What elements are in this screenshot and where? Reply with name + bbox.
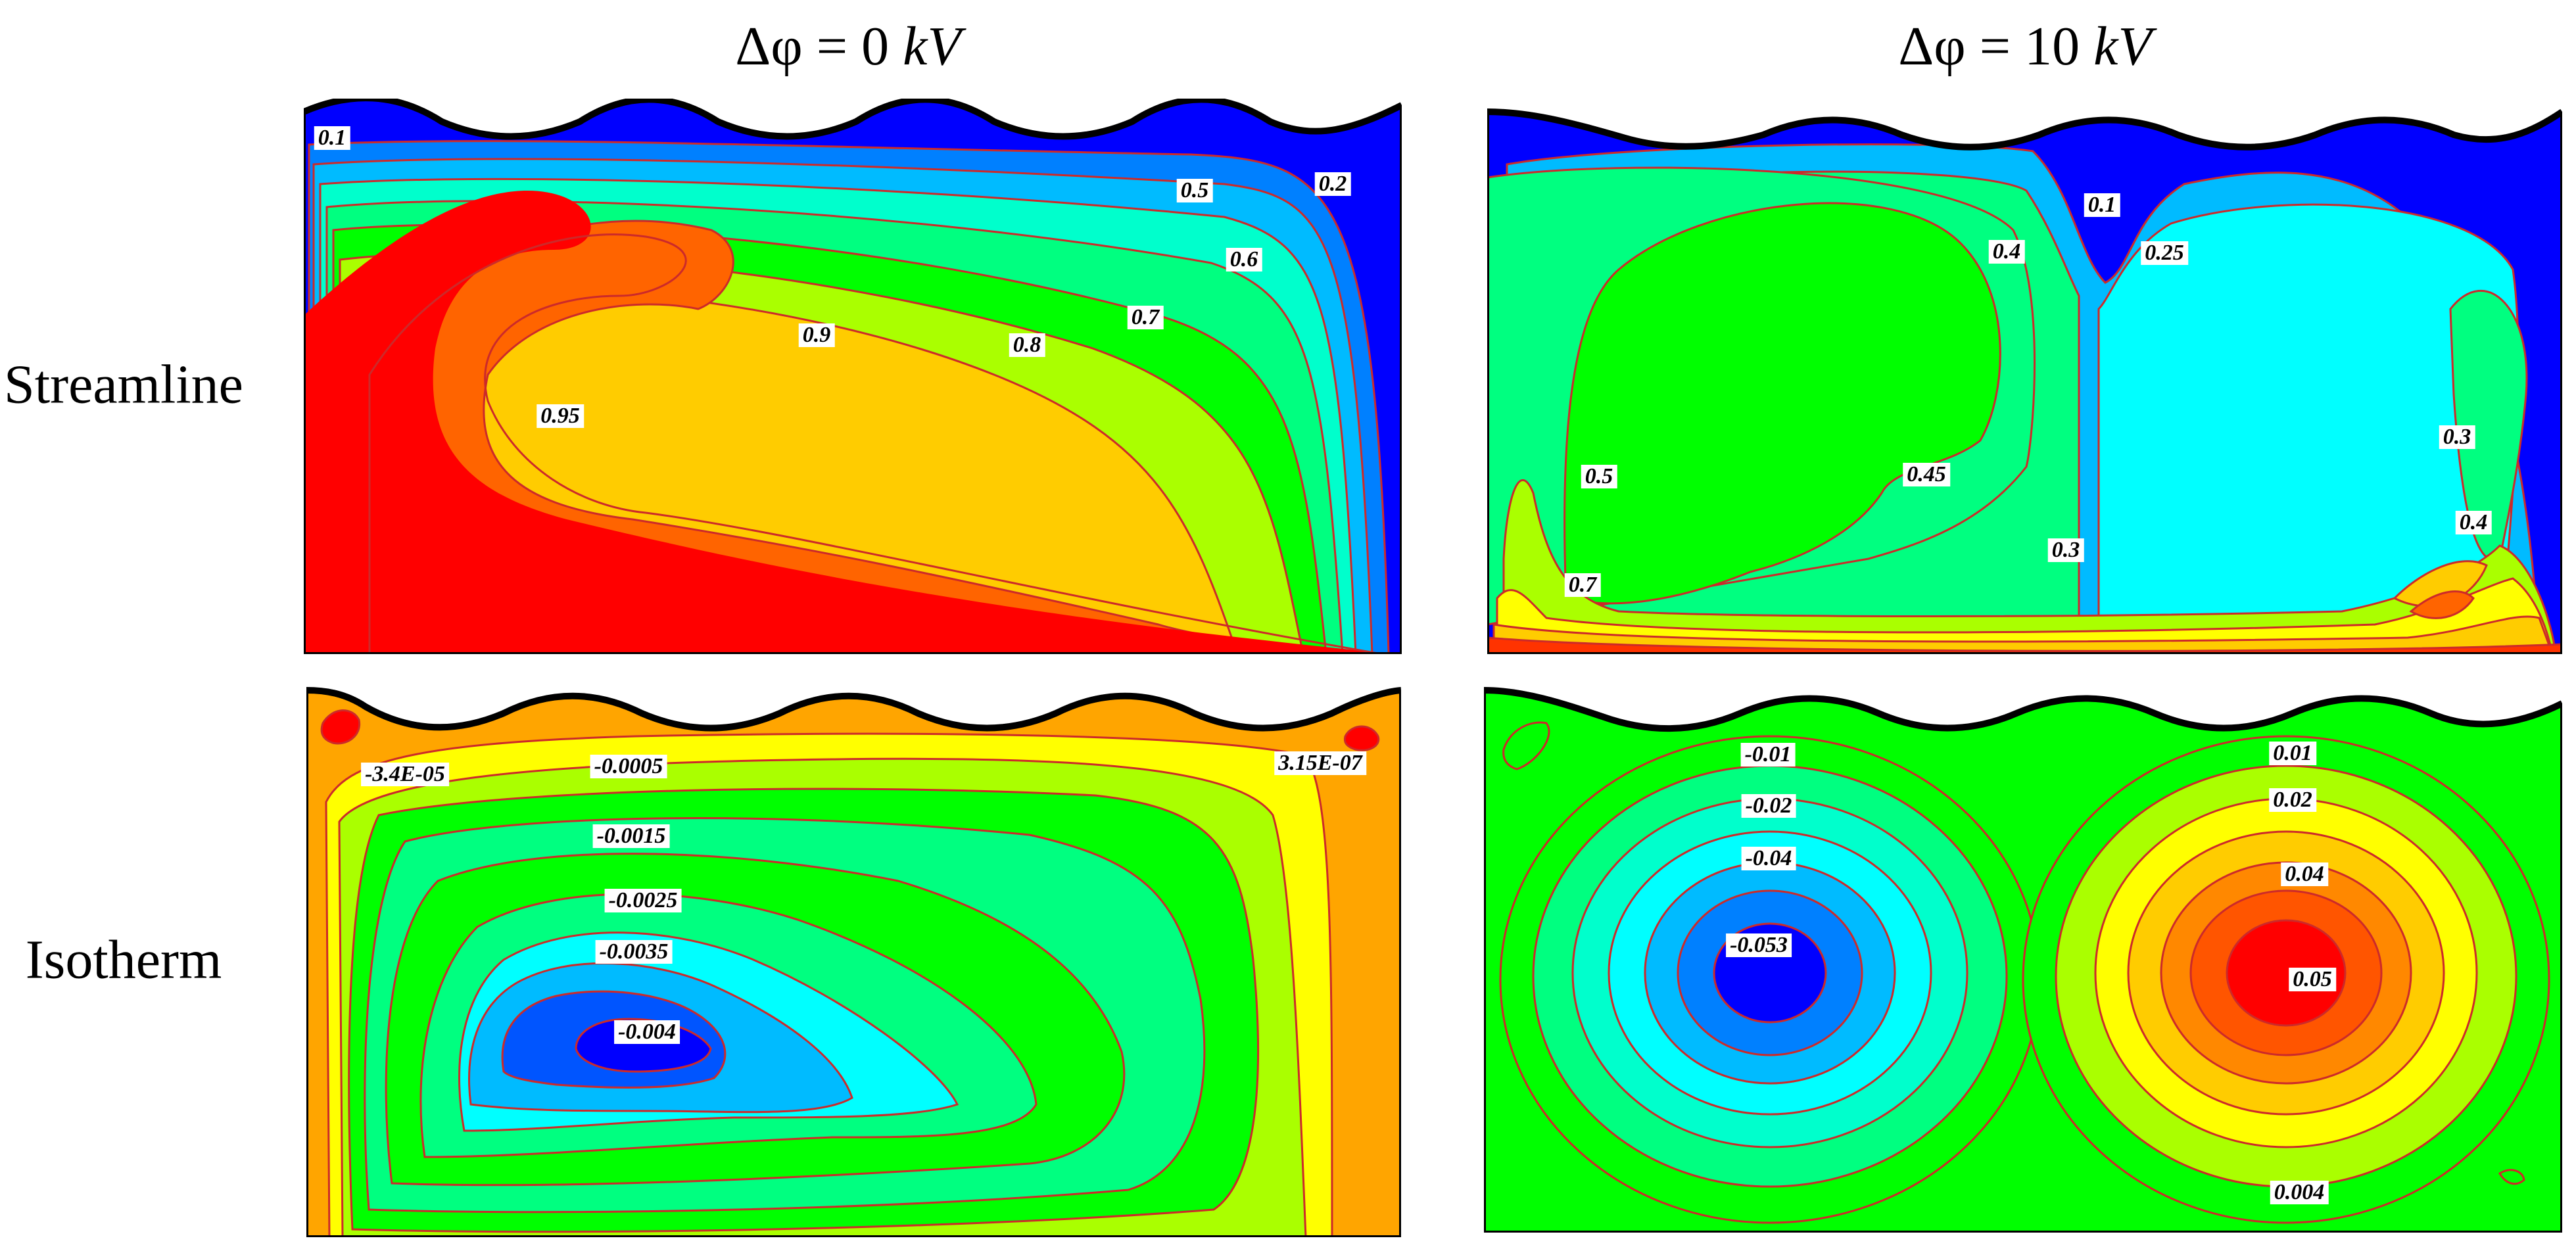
column-title-10kv-unit: kV (2093, 16, 2152, 77)
contour-label: 0.5 (1176, 179, 1213, 202)
contour-label: 0.04 (2281, 862, 2328, 886)
contour-label: -0.053 (1726, 933, 1792, 957)
column-title-0kv: Δφ = 0 kV (735, 14, 961, 78)
streamline-10kv-panel: 0.1 0.25 0.4 0.5 0.45 0.3 0.3 0.4 0.7 (1487, 99, 2562, 654)
contour-label: 0.1 (314, 126, 350, 150)
contour-label: 0.3 (2439, 425, 2475, 449)
row-label-isotherm: Isotherm (25, 929, 222, 991)
contour-label: -0.0025 (604, 889, 682, 912)
isotherm-10kv-plot (1484, 687, 2562, 1233)
contour-label: 0.4 (1988, 240, 2025, 264)
contour-label: 0.1 (2084, 193, 2120, 217)
contour-label: 0.4 (2455, 511, 2492, 534)
contour-label: -3.4E-05 (361, 763, 449, 786)
contour-label: 0.3 (2047, 538, 2084, 562)
contour-label: -0.004 (614, 1020, 680, 1044)
contour-label: -0.0015 (592, 824, 670, 848)
contour-label: 0.9 (798, 323, 835, 347)
contour-label: -0.0005 (590, 755, 667, 778)
contour-label: -0.01 (1740, 743, 1796, 767)
contour-label: 0.6 (1226, 248, 1262, 271)
streamline-10kv-plot (1487, 108, 2562, 654)
contour-label: 0.7 (1564, 573, 1601, 597)
contour-label: 0.02 (2269, 788, 2316, 812)
contour-label: 0.45 (1903, 463, 1950, 486)
contour-label: 0.7 (1127, 306, 1164, 329)
contour-label: 0.25 (2141, 241, 2188, 265)
column-title-0kv-value: Δφ = 0 (735, 16, 890, 77)
contour-label: 0.95 (537, 404, 584, 428)
contour-label: -0.02 (1741, 794, 1796, 818)
row-label-streamline: Streamline (4, 354, 243, 415)
column-title-10kv: Δφ = 10 kV (1898, 14, 2151, 78)
streamline-0kv-panel: 0.1 0.2 0.5 0.6 0.7 0.8 0.9 0.95 (304, 99, 1402, 654)
column-title-10kv-value: Δφ = 10 (1898, 16, 2080, 77)
isotherm-0kv-panel: -3.4E-05 -0.0005 3.15E-07 -0.0015 -0.002… (306, 684, 1401, 1237)
contour-label: -0.04 (1741, 847, 1796, 870)
streamline-0kv-plot (304, 99, 1402, 654)
contour-label: 0.8 (1009, 333, 1045, 357)
contour-label: 0.01 (2269, 742, 2316, 765)
contour-label: 0.5 (1581, 465, 1617, 488)
isotherm-10kv-panel: -0.01 -0.02 -0.04 -0.053 0.01 0.02 0.04 … (1484, 684, 2562, 1233)
contour-label: 0.05 (2289, 968, 2336, 991)
isotherm-0kv-plot (306, 687, 1401, 1237)
contour-label: 3.15E-07 (1274, 751, 1366, 775)
contour-label: 0.2 (1314, 172, 1351, 196)
contour-label: -0.0035 (595, 940, 673, 964)
column-title-0kv-unit: kV (903, 16, 961, 77)
contour-label: 0.004 (2270, 1181, 2329, 1204)
